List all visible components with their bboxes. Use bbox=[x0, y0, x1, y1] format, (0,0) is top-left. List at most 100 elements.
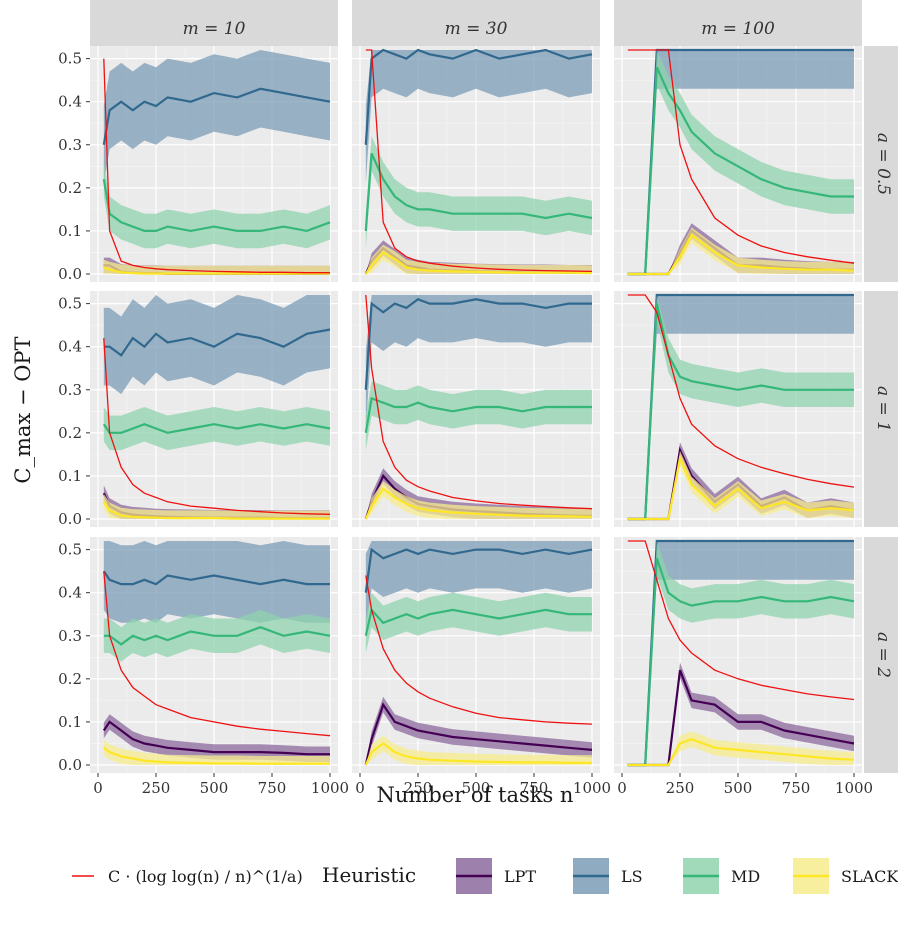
line-slack bbox=[103, 746, 330, 765]
y-axis-title: C_max − OPT bbox=[11, 336, 35, 483]
x-tick-label: 0 bbox=[355, 779, 365, 797]
facet-strip-col-1 bbox=[352, 0, 600, 46]
legend-label-ls: LS bbox=[621, 867, 643, 886]
x-tick-label: 500 bbox=[724, 779, 753, 797]
line-md bbox=[627, 303, 854, 521]
line-lpt bbox=[102, 720, 330, 756]
band-md bbox=[365, 592, 592, 653]
line-bound bbox=[103, 58, 330, 274]
y-tick-label: 0.3 bbox=[58, 381, 82, 399]
panel-data bbox=[102, 541, 331, 765]
y-tick-label: 0.5 bbox=[58, 50, 82, 68]
band-slack bbox=[627, 731, 854, 765]
y-tick-label: 0.2 bbox=[58, 424, 82, 442]
x-tick-label: 250 bbox=[666, 779, 695, 797]
band-ls bbox=[103, 541, 330, 623]
facet-label-row-0: a = 0.5 bbox=[873, 133, 893, 195]
y-tick-label: 0.1 bbox=[58, 222, 82, 240]
legend-label-lpt: LPT bbox=[504, 867, 536, 886]
band-ls bbox=[365, 295, 592, 429]
x-tick-label: 750 bbox=[520, 779, 549, 797]
y-tick-label: 0.1 bbox=[58, 467, 82, 485]
line-slack bbox=[627, 455, 855, 521]
legend-label-md: MD bbox=[731, 867, 760, 886]
x-tick-label: 0 bbox=[93, 779, 103, 797]
band-ls bbox=[627, 50, 854, 274]
band-slack bbox=[627, 227, 854, 274]
line-bound bbox=[365, 49, 593, 273]
band-lpt bbox=[627, 223, 854, 274]
line-ls bbox=[102, 87, 331, 145]
facet-strip-row-2 bbox=[864, 537, 898, 773]
line-ls bbox=[103, 328, 331, 357]
x-tick-label: 750 bbox=[782, 779, 811, 797]
legend-label-bound: C · (log log(n) / n)^(1/a) bbox=[108, 867, 303, 886]
line-bound bbox=[627, 49, 855, 264]
band-md bbox=[365, 136, 592, 249]
line-ls bbox=[102, 570, 330, 586]
line-md bbox=[103, 626, 331, 646]
panel-data bbox=[627, 293, 855, 521]
line-slack bbox=[627, 738, 855, 767]
facet-strip-row-0 bbox=[864, 46, 898, 282]
panel-data bbox=[102, 50, 331, 275]
line-slack bbox=[102, 501, 330, 520]
x-tick-label: 250 bbox=[404, 779, 433, 797]
panel-r0-c2 bbox=[614, 46, 862, 282]
y-tick-label: 0.2 bbox=[58, 670, 82, 688]
band-slack bbox=[365, 244, 592, 274]
line-slack bbox=[364, 251, 593, 275]
x-tick-label: 250 bbox=[142, 779, 171, 797]
panel-data bbox=[364, 48, 593, 275]
line-ls bbox=[364, 298, 592, 390]
y-tick-label: 0.4 bbox=[58, 93, 82, 111]
x-tick-label: 1000 bbox=[311, 779, 349, 797]
band-ls bbox=[103, 50, 330, 184]
y-tick-label: 0.3 bbox=[58, 627, 82, 645]
facet-label-col-0: m = 10 bbox=[183, 19, 246, 39]
y-tick-label: 0.5 bbox=[58, 295, 82, 313]
x-tick-label: 1000 bbox=[835, 779, 873, 797]
panel-data bbox=[364, 541, 593, 766]
band-md bbox=[627, 541, 854, 765]
line-md bbox=[364, 607, 592, 637]
facet-label-col-1: m = 30 bbox=[445, 19, 508, 39]
x-tick-label: 0 bbox=[617, 779, 627, 797]
line-md bbox=[364, 152, 593, 231]
panel-r2-c2 bbox=[614, 537, 862, 773]
band-ls bbox=[365, 541, 592, 632]
panel-r0-c0 bbox=[90, 46, 338, 282]
facet-strip-col-0 bbox=[90, 0, 338, 46]
y-tick-label: 0.2 bbox=[58, 179, 82, 197]
band-lpt bbox=[365, 696, 592, 765]
line-md bbox=[627, 66, 854, 276]
band-md bbox=[365, 381, 592, 451]
line-bound bbox=[627, 540, 855, 701]
line-slack bbox=[103, 266, 330, 275]
band-md bbox=[627, 295, 854, 519]
line-ls bbox=[364, 48, 593, 145]
x-tick-label: 750 bbox=[258, 779, 287, 797]
facet-label-row-2: a = 2 bbox=[873, 632, 893, 678]
facet-label-col-2: m = 100 bbox=[701, 19, 775, 39]
y-tick-label: 0.4 bbox=[58, 338, 82, 356]
facet-strip-row-1 bbox=[864, 291, 898, 527]
line-slack bbox=[627, 233, 855, 276]
line-md bbox=[364, 396, 592, 433]
band-ls bbox=[365, 50, 592, 184]
line-bound bbox=[103, 571, 331, 737]
y-tick-label: 0.0 bbox=[58, 510, 82, 528]
line-bound bbox=[627, 294, 855, 488]
legend: C · (log log(n) / n)^(1/a) Heuristic LPT… bbox=[72, 858, 898, 894]
panels-layer bbox=[90, 46, 862, 773]
line-md bbox=[627, 557, 855, 767]
panel-r2-c1 bbox=[352, 537, 600, 773]
y-tick-label: 0.4 bbox=[58, 584, 82, 602]
line-bound bbox=[103, 338, 331, 515]
panel-r1-c2 bbox=[614, 291, 862, 527]
x-tick-label: 1000 bbox=[573, 779, 611, 797]
facet-label-row-1: a = 1 bbox=[873, 386, 893, 432]
y-tick-label: 0.3 bbox=[58, 136, 82, 154]
legend-series: LPT LS MD SLACK bbox=[456, 858, 898, 894]
